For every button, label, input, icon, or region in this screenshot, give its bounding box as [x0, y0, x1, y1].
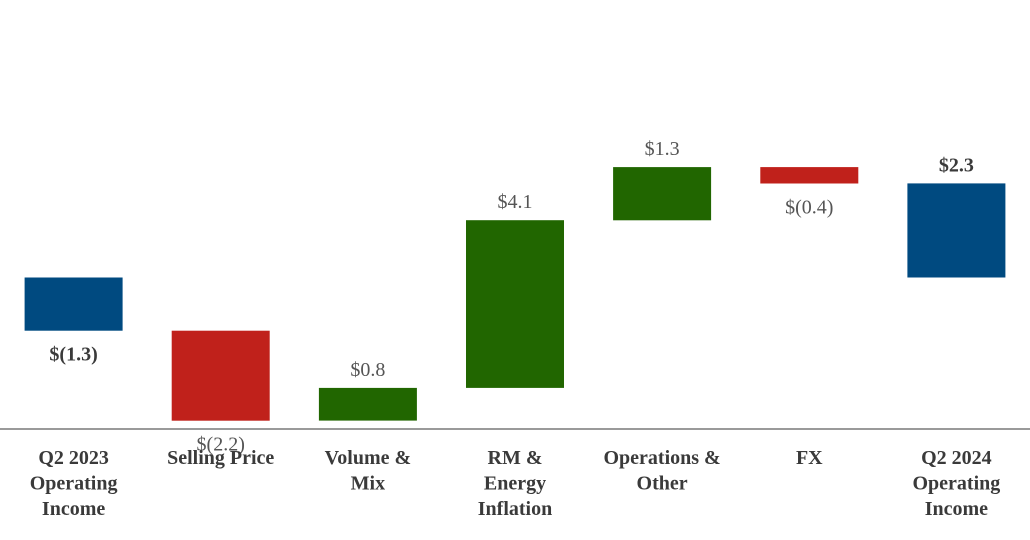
value-label-1: $(2.2) [197, 434, 245, 456]
category-label-2-line-1: Mix [351, 473, 385, 495]
value-label-3: $4.1 [498, 191, 533, 213]
value-label-5: $(0.4) [785, 196, 833, 218]
category-label-1-line-0: Selling Price [167, 447, 274, 469]
bar-2 [318, 387, 417, 421]
value-label-4: $1.3 [645, 138, 680, 160]
category-label-6-line-0: Q2 2024 [921, 447, 992, 469]
value-label-2: $0.8 [350, 359, 385, 381]
bar-0 [24, 277, 123, 331]
category-label-3-line-1: Energy [484, 473, 546, 495]
category-label-3-line-2: Inflation [478, 498, 552, 520]
category-label-4-line-1: Other [637, 473, 688, 495]
bar-4 [613, 167, 712, 221]
value-label-6: $2.3 [939, 154, 974, 176]
bar-6 [907, 183, 1006, 278]
category-label-2-line-0: Volume & [325, 447, 411, 469]
bar-1 [171, 330, 270, 421]
category-label-3-line-0: RM & [488, 447, 543, 469]
category-label-5-line-0: FX [796, 447, 823, 469]
category-label-0-line-2: Income [42, 498, 105, 520]
bar-5 [760, 167, 859, 184]
category-label-0-line-1: Operating [30, 473, 118, 495]
bar-3 [466, 220, 564, 388]
category-label-4-line-0: Operations & [603, 447, 720, 469]
category-label-6-line-2: Income [925, 498, 988, 520]
category-label-6-line-1: Operating [913, 473, 1001, 495]
category-label-0-line-0: Q2 2023 [38, 447, 109, 469]
value-label-0: $(1.3) [49, 344, 97, 366]
